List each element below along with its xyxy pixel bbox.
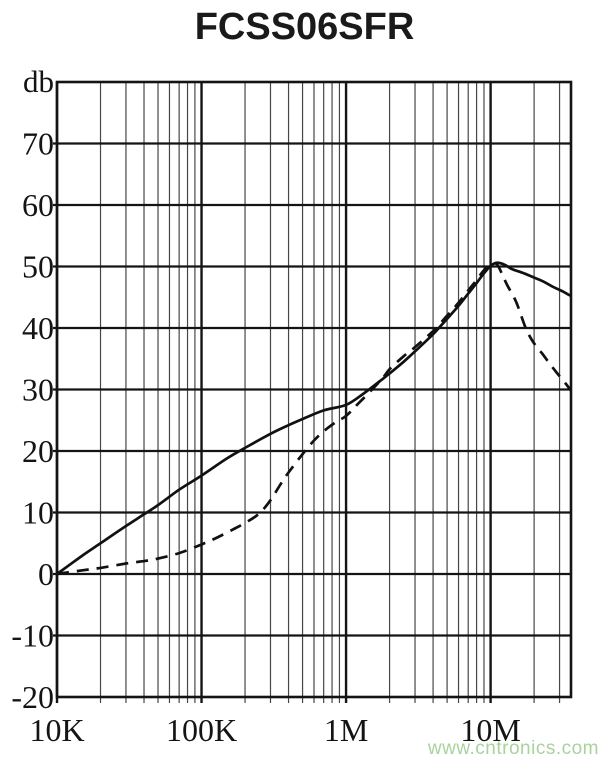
y-tick-label: -10 — [11, 618, 54, 654]
y-tick-label: 70 — [22, 126, 54, 162]
x-tick-label: 1M — [324, 712, 368, 748]
y-tick-label: -20 — [11, 679, 54, 715]
y-tick-label: 10 — [22, 495, 54, 531]
chart-title: FCSS06SFR — [194, 6, 415, 48]
y-tick-label: 30 — [22, 372, 54, 408]
y-tick-label: 40 — [22, 310, 54, 346]
y-tick-label: 0 — [38, 556, 54, 592]
series-dashed-curve — [56, 261, 573, 576]
y-axis-unit-label: db — [23, 64, 54, 99]
series-solid-curve — [56, 261, 572, 576]
x-tick-label: 10M — [460, 712, 520, 748]
watermark-text: www.cntronics.com — [427, 738, 599, 759]
y-tick-label: 60 — [22, 187, 54, 223]
x-tick-label: 100K — [166, 712, 237, 748]
x-tick-label: 10K — [29, 712, 84, 748]
y-tick-label: 50 — [22, 249, 54, 285]
y-tick-label: 20 — [22, 433, 54, 469]
